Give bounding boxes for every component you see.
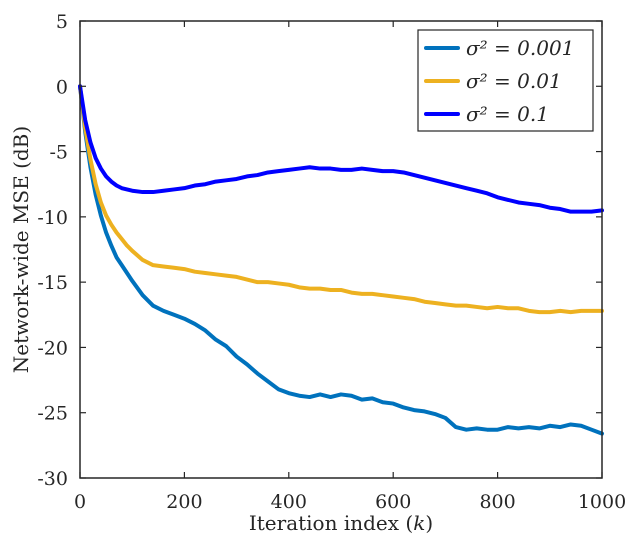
y-tick-label-2: -5	[49, 142, 68, 164]
tick-layer	[79, 20, 603, 479]
x-axis-label: Iteration index (k)	[249, 511, 433, 535]
y-tick-label-7: -30	[37, 468, 68, 490]
series-line-0	[78, 84, 604, 436]
x-tick-label-4: 800	[479, 491, 515, 513]
series-line-1	[78, 84, 604, 315]
legend-label-1: σ² = 0.01	[466, 69, 562, 93]
x-tick-label-2: 400	[271, 491, 307, 513]
tick-label-layer: 0 200 400 600 800 1000 5 0 -5 -10 -15 -20 -25 -30	[37, 11, 626, 513]
y-tick-label-5: -20	[37, 337, 68, 359]
x-tick-label-3: 600	[375, 491, 411, 513]
x-tick-label-1: 200	[166, 491, 202, 513]
y-tick-label-1: 0	[56, 76, 68, 98]
legend-items: σ² = 0.001 σ² = 0.01 σ² = 0.1	[424, 36, 574, 126]
legend-label-0: σ² = 0.001	[466, 36, 574, 60]
y-axis-label-group: Network-wide MSE (dB)	[9, 126, 33, 373]
y-axis-label: Network-wide MSE (dB)	[9, 126, 33, 373]
y-tick-label-6: -25	[37, 403, 68, 425]
legend-label-2: σ² = 0.1	[466, 102, 549, 126]
x-tick-label-5: 1000	[578, 491, 626, 513]
x-tick-label-0: 0	[74, 491, 86, 513]
series-layer	[78, 84, 604, 436]
legend: σ² = 0.001 σ² = 0.01 σ² = 0.1	[417, 29, 594, 132]
y-tick-label-3: -10	[37, 207, 68, 229]
y-tick-label-0: 5	[56, 11, 68, 33]
y-tick-label-4: -15	[37, 272, 68, 294]
plot-frame	[79, 20, 603, 479]
x-axis-label-group: Iteration index (k)	[249, 511, 433, 535]
series-line-2	[78, 84, 604, 214]
